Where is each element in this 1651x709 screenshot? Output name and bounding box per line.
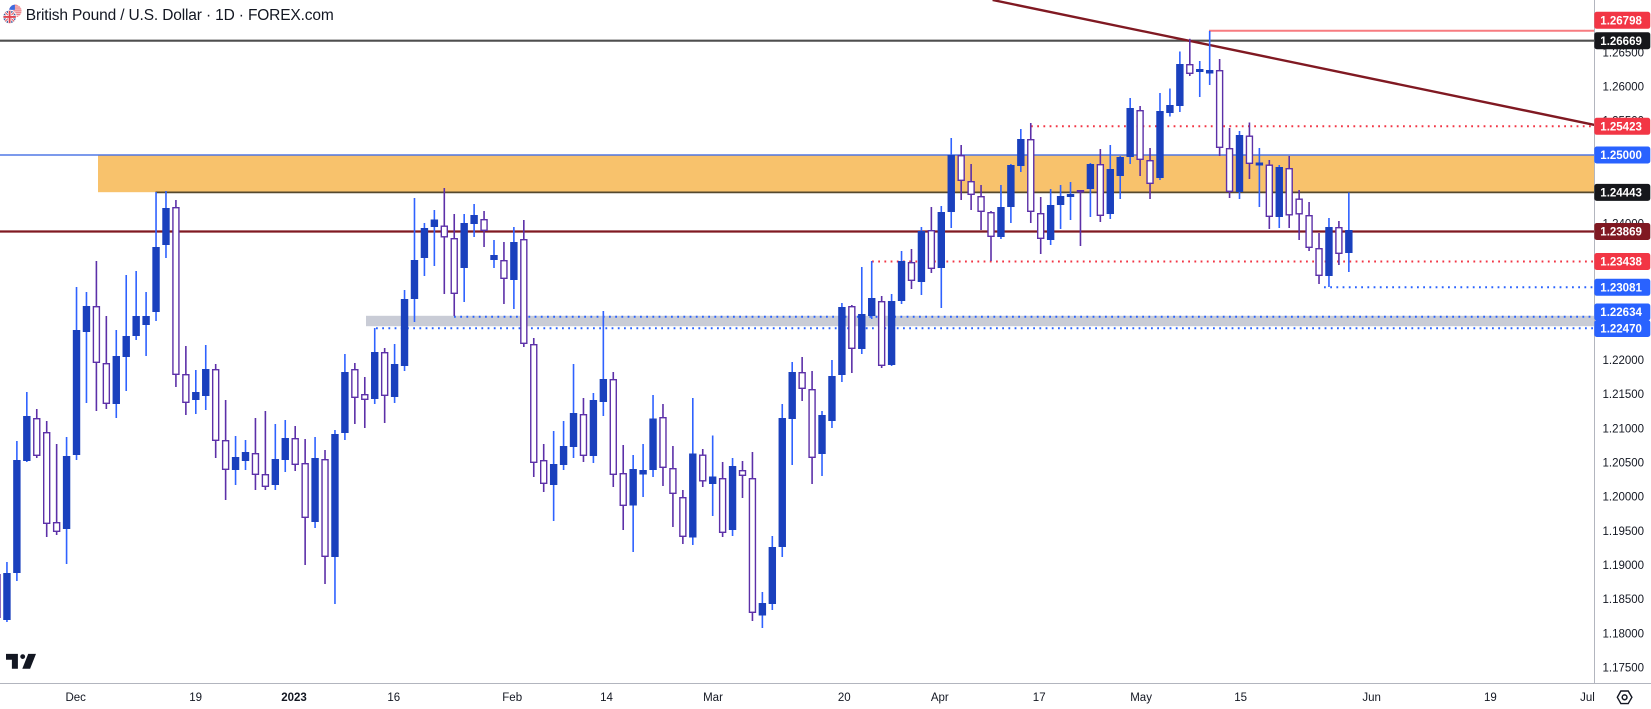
svg-text:1.22634: 1.22634 [1600, 307, 1642, 319]
svg-text:1.19500: 1.19500 [1603, 526, 1645, 538]
svg-text:1.17500: 1.17500 [1603, 663, 1645, 675]
svg-text:1.26500: 1.26500 [1603, 47, 1645, 59]
svg-text:Jul: Jul [1580, 692, 1595, 704]
svg-text:1.22470: 1.22470 [1600, 324, 1642, 336]
svg-text:16: 16 [387, 692, 400, 704]
svg-text:Feb: Feb [502, 692, 522, 704]
svg-text:1.25000: 1.25000 [1600, 150, 1642, 162]
svg-text:Apr: Apr [931, 692, 949, 704]
svg-text:1.26798: 1.26798 [1600, 15, 1642, 27]
svg-text:Mar: Mar [703, 692, 723, 704]
svg-text:1.21000: 1.21000 [1603, 423, 1645, 435]
svg-text:15: 15 [1234, 692, 1247, 704]
svg-text:1.22000: 1.22000 [1603, 355, 1645, 367]
svg-text:1.19000: 1.19000 [1603, 560, 1645, 572]
svg-text:1.23869: 1.23869 [1600, 227, 1642, 239]
svg-text:2023: 2023 [281, 692, 307, 704]
svg-text:British Pound / U.S. Dollar ·: British Pound / U.S. Dollar · 1D · FOREX… [26, 7, 334, 24]
svg-text:20: 20 [838, 692, 851, 704]
svg-text:19: 19 [189, 692, 202, 704]
svg-text:14: 14 [600, 692, 613, 704]
svg-text:1.21500: 1.21500 [1603, 389, 1645, 401]
svg-text:1.23438: 1.23438 [1600, 257, 1642, 269]
svg-text:May: May [1130, 692, 1152, 704]
svg-text:1.25423: 1.25423 [1600, 121, 1642, 133]
svg-text:1.20000: 1.20000 [1603, 492, 1645, 504]
svg-text:1.26000: 1.26000 [1603, 82, 1645, 94]
svg-text:Dec: Dec [65, 692, 86, 704]
svg-text:19: 19 [1484, 692, 1497, 704]
svg-text:1.18500: 1.18500 [1603, 594, 1645, 606]
svg-text:1.23081: 1.23081 [1600, 282, 1642, 294]
svg-text:1.24443: 1.24443 [1600, 188, 1642, 200]
svg-text:Jun: Jun [1362, 692, 1381, 704]
svg-text:1.18000: 1.18000 [1603, 628, 1645, 640]
svg-text:1.20500: 1.20500 [1603, 458, 1645, 470]
svg-text:1.26669: 1.26669 [1600, 36, 1642, 48]
svg-text:17: 17 [1033, 692, 1046, 704]
